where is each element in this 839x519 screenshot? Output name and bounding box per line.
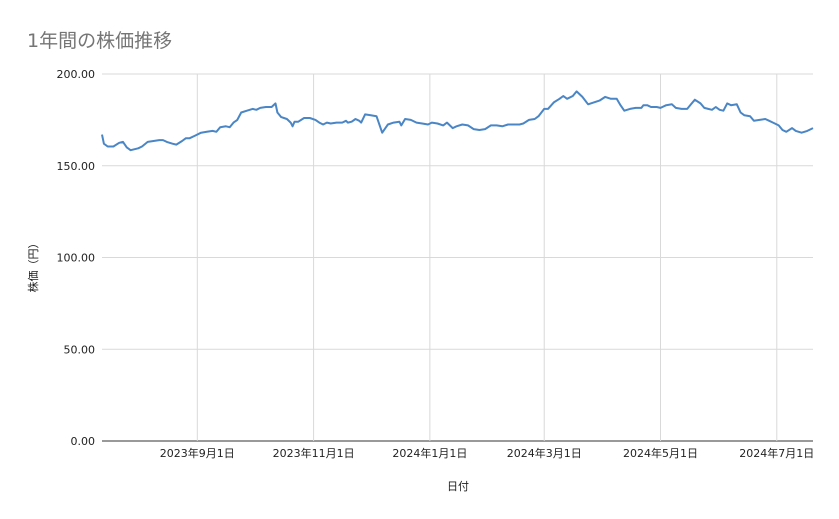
gridlines [102, 73, 813, 442]
x-tick-label: 2024年7月1日 [739, 446, 814, 460]
chart-title: 1年間の株価推移 [27, 30, 173, 52]
y-tick-label: 50.00 [64, 343, 96, 356]
y-tick-label: 0.00 [71, 435, 96, 448]
x-axis: 2023年9月1日 2023年11月1日 2024年1月1日 2024年3月1日 202… [160, 446, 814, 460]
x-tick-label: 2023年11月1日 [273, 446, 355, 460]
y-tick-label: 150.00 [57, 160, 96, 173]
x-tick-label: 2024年5月1日 [623, 446, 698, 460]
series-line [101, 90, 814, 152]
y-tick-label: 200.00 [57, 68, 96, 81]
x-tick-label: 2023年9月1日 [160, 446, 235, 460]
y-tick-label: 100.00 [57, 252, 96, 265]
y-axis-title: 株価（円） [26, 238, 40, 293]
x-tick-label: 2024年3月1日 [507, 446, 582, 460]
plot-area [101, 90, 814, 152]
x-axis-title: 日付 [447, 480, 469, 493]
y-axis: 0.00 50.00 100.00 150.00 200.00 [57, 68, 96, 448]
x-tick-label: 2024年1月1日 [392, 446, 467, 460]
